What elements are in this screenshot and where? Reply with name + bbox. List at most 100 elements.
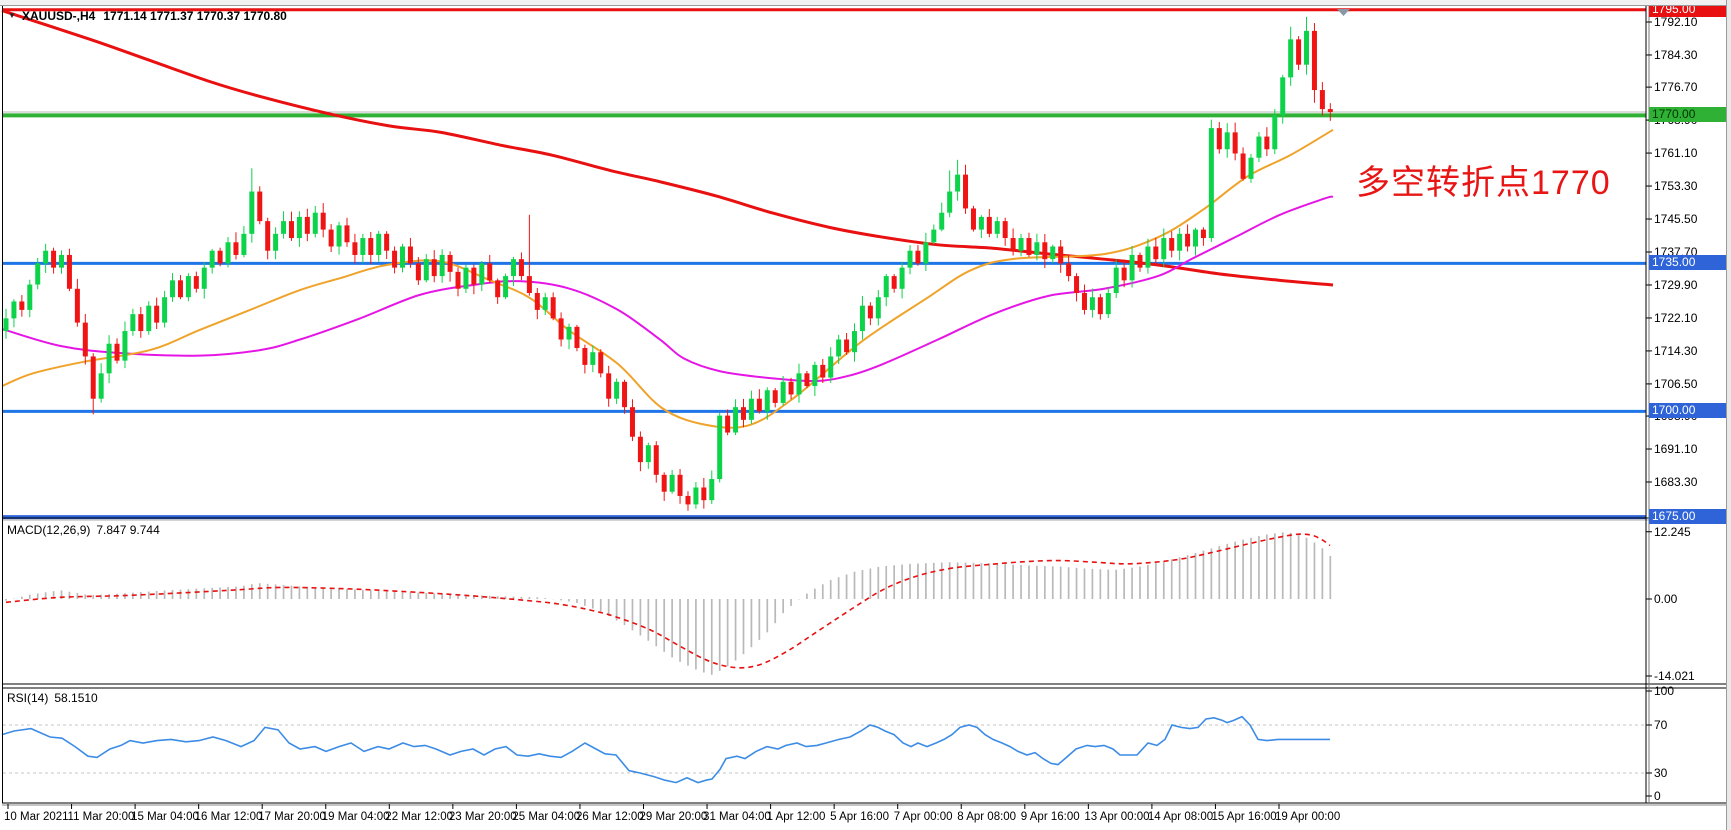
candle-body-down <box>518 259 524 277</box>
candle-body-up <box>1034 242 1040 255</box>
candle-body-up <box>852 331 858 353</box>
candle-body-down <box>788 381 794 395</box>
rsi-axis-label: 100 <box>1654 684 1675 698</box>
candle-body-down <box>637 436 643 463</box>
candle-body-down <box>1002 221 1008 239</box>
candle-body-up <box>170 280 176 298</box>
rsi-line <box>1 715 1330 784</box>
candle-body-down <box>1296 39 1302 65</box>
macd-signal-line <box>5 533 1331 669</box>
candle-body-down <box>66 254 72 289</box>
rsi-name: RSI(14) <box>7 691 49 705</box>
candle-body-up <box>511 259 517 277</box>
chart-shift-marker-icon <box>1337 9 1350 16</box>
candle-body-up <box>780 381 786 403</box>
candle-body-up <box>590 352 596 365</box>
candle-body-up <box>3 318 9 332</box>
candle-body-up <box>1288 39 1294 78</box>
candle-body-down <box>415 263 421 281</box>
candle-body-up <box>296 216 302 239</box>
time-axis-label: 17 Mar 20:00 <box>258 811 326 823</box>
candle-body-up <box>614 381 620 399</box>
candle-body-down <box>1240 153 1246 179</box>
candle-body-down <box>772 390 778 403</box>
time-axis-label: 25 Mar 04:00 <box>512 811 581 823</box>
candle-body-down <box>582 347 588 365</box>
candle-body-up <box>1304 30 1310 65</box>
candle-body-up <box>923 242 929 264</box>
candle-body-down <box>558 318 564 340</box>
candle-body-up <box>312 212 318 234</box>
candle-body-down <box>1074 276 1080 294</box>
candle-body-up <box>1018 238 1024 251</box>
candle-body-up <box>273 233 279 251</box>
candle-body-down <box>471 267 477 285</box>
candle-body-up <box>43 250 49 264</box>
candle-body-up <box>1129 254 1135 281</box>
candle-body-up <box>27 284 33 310</box>
candle-body-up <box>875 297 881 319</box>
price-axis-label: 1683.30 <box>1654 474 1698 489</box>
candle-body-down <box>90 356 96 399</box>
candle-body-down <box>51 250 57 268</box>
candle-body-down <box>1010 238 1016 251</box>
candle-body-up <box>812 364 818 387</box>
candle-body-up <box>939 212 945 230</box>
macd-axis-label: -14.021 <box>1654 669 1695 683</box>
candle-body-down <box>392 250 398 268</box>
rsi-indicator-label: RSI(14) 58.1510 <box>7 691 98 705</box>
candle-body-down <box>455 271 461 289</box>
symbol-dropdown-arrow[interactable]: ▼ <box>8 11 16 20</box>
candle-body-down <box>320 212 326 230</box>
candle-body-down <box>19 301 25 310</box>
candle-body-up <box>796 373 802 395</box>
ma-fast-orange <box>1 128 1334 429</box>
price-axis-label: 1706.50 <box>1654 376 1698 391</box>
candle-body-up <box>1193 229 1198 247</box>
time-axis-label: 31 Mar 04:00 <box>703 811 771 823</box>
candle-body-up <box>59 254 65 268</box>
time-axis-label: 19 Apr 00:00 <box>1275 811 1341 823</box>
time-axis-label: 9 Apr 16:00 <box>1020 811 1080 823</box>
candle-body-down <box>891 276 897 289</box>
candle-body-down <box>986 216 992 234</box>
rsi-axis-label: 30 <box>1654 766 1668 780</box>
price-axis-label: 1714.30 <box>1654 343 1698 358</box>
candle-body-down <box>233 242 239 255</box>
candle-body-down <box>431 259 437 277</box>
time-axis-label: 13 Apr 00:00 <box>1084 811 1150 823</box>
candle-body-up <box>931 229 937 243</box>
candle-body-down <box>1319 90 1325 110</box>
candle-body-down <box>701 487 707 501</box>
price-axis-label: 1691.10 <box>1654 442 1698 457</box>
time-axis-label: 11 Mar 20:00 <box>67 811 135 823</box>
candle-body-down <box>447 254 453 272</box>
candle-body-down <box>915 250 921 264</box>
candle-body-up <box>1050 246 1056 260</box>
candle-body-up <box>463 267 469 289</box>
candle-body-down <box>1153 246 1159 260</box>
ohlc-values: 1771.14 1771.37 1770.37 1770.80 <box>103 9 287 23</box>
candle-body-down <box>384 233 390 251</box>
candle-body-up <box>859 305 865 332</box>
candle-body-up <box>994 221 1000 234</box>
rsi-axis-label: 70 <box>1654 718 1668 732</box>
candle-body-down <box>677 474 683 496</box>
macd-indicator-label: MACD(12,26,9) 7.847 9.744 <box>7 523 160 537</box>
candle-body-up <box>1145 246 1151 268</box>
candle-body-down <box>804 373 810 387</box>
price-axis-label: 1761.10 <box>1654 146 1698 161</box>
candle-body-up <box>1161 238 1167 260</box>
price-axis-label: 1745.50 <box>1654 212 1698 227</box>
candle-body-down <box>970 208 976 230</box>
ma-long-red <box>1 9 1334 287</box>
candle-body-down <box>867 305 873 319</box>
time-axis-label: 22 Mar 12:00 <box>385 811 454 823</box>
time-axis-label: 16 Mar 12:00 <box>194 811 263 823</box>
candle-body-down <box>217 250 223 264</box>
rsi-axis-label: 0 <box>1654 789 1661 803</box>
candle-body-up <box>1105 293 1111 315</box>
time-axis-label: 8 Apr 08:00 <box>957 811 1017 823</box>
candle-body-down <box>177 280 183 298</box>
